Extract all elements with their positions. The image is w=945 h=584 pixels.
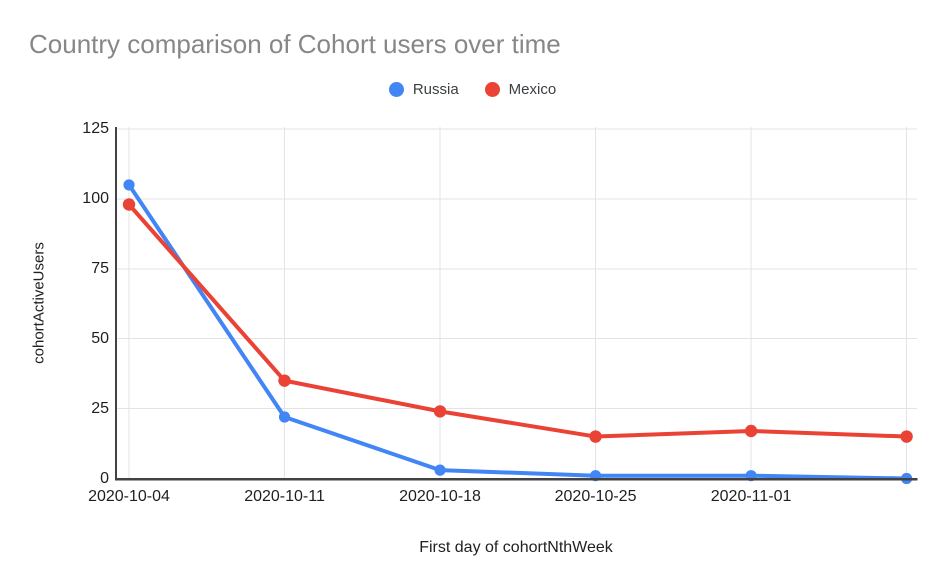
series-russia-line <box>127 182 909 481</box>
x-tick-label: 2020-10-11 <box>244 488 325 505</box>
series-mexico-line <box>127 202 909 439</box>
x-tick-label: 2020-10-25 <box>554 488 637 505</box>
x-axis-title: First day of cohortNthWeek <box>419 539 613 556</box>
data-point-russia-1[interactable] <box>278 411 291 423</box>
y-tick-label: 125 <box>82 120 109 137</box>
data-point-russia-2[interactable] <box>434 464 446 476</box>
legend-label-mexico: Mexico <box>508 80 557 98</box>
data-point-mexico-3[interactable] <box>589 430 602 443</box>
series-mexico <box>122 198 913 443</box>
y-tick-label: 50 <box>91 329 109 347</box>
x-tick-label: 2020-10-04 <box>88 488 170 505</box>
legend-label-russia: Russia <box>412 80 459 98</box>
data-point-mexico-4[interactable] <box>744 424 758 438</box>
data-point-mexico-2[interactable] <box>433 405 447 418</box>
data-point-mexico-1[interactable] <box>278 374 291 387</box>
data-point-mexico-5[interactable] <box>900 430 913 443</box>
y-tick-label: 25 <box>91 399 109 417</box>
legend: Russia Mexico <box>0 79 945 99</box>
x-tick-label: 2020-10-18 <box>399 488 481 505</box>
mexico-series-color-dot <box>484 81 500 97</box>
chart-title: Country comparison of Cohort users over … <box>29 29 561 59</box>
y-tick-label: 0 <box>100 469 109 487</box>
y-tick-label: 100 <box>82 189 109 207</box>
horizontal-gridlines <box>117 128 917 479</box>
russia-series-color-dot <box>388 81 404 97</box>
legend-item-russia[interactable]: Russia <box>388 80 459 98</box>
x-tick-label: 2020-11-01 <box>710 488 792 505</box>
data-point-russia-0[interactable] <box>123 179 135 191</box>
y-tick-label: 75 <box>91 259 109 277</box>
legend-item-mexico[interactable]: Mexico <box>484 80 557 98</box>
data-point-mexico-0[interactable] <box>122 198 136 211</box>
